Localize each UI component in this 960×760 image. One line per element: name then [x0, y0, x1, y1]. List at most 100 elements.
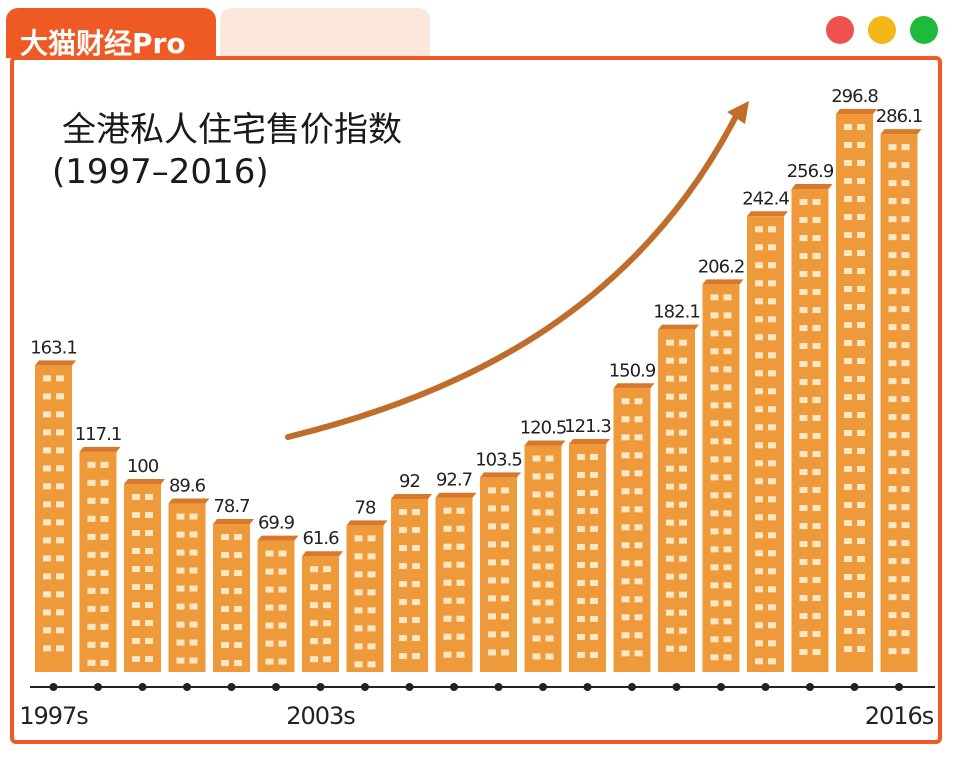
bar-window	[621, 416, 630, 423]
bar-window	[857, 232, 865, 239]
bar-window	[666, 357, 674, 364]
bar-window	[857, 124, 865, 131]
bar-window	[87, 551, 96, 558]
bar-window	[799, 631, 808, 638]
bar-window	[812, 307, 821, 314]
bar-window	[666, 501, 674, 508]
bar-window	[87, 659, 96, 666]
bar-window	[888, 450, 897, 457]
bar-window	[189, 621, 198, 628]
bar-2007	[480, 472, 521, 672]
bar-window	[412, 581, 420, 588]
bar-window	[43, 627, 51, 634]
bar-window	[755, 658, 763, 665]
bar-window	[666, 609, 674, 616]
x-tick-label: 2016s	[865, 702, 934, 730]
minimize-dot-icon[interactable]	[868, 16, 896, 44]
bar-window	[590, 543, 598, 550]
bar-window	[755, 586, 763, 593]
bar-window	[590, 561, 598, 568]
bar-window	[145, 566, 153, 572]
bar-window	[145, 494, 153, 500]
bar-window	[755, 568, 763, 575]
bar-window	[56, 537, 64, 544]
bar-window	[100, 605, 109, 612]
bar-window	[634, 614, 643, 621]
bar-window	[768, 442, 776, 449]
bar-window	[278, 640, 287, 647]
secondary-tab[interactable]	[220, 8, 430, 58]
bar-window	[132, 584, 140, 590]
bar-window	[621, 434, 630, 441]
bar-window	[844, 160, 852, 167]
bar-window	[679, 447, 687, 454]
bar-window	[901, 612, 910, 619]
bar-window	[354, 661, 363, 668]
bar-window	[100, 551, 109, 558]
bar-window	[545, 527, 554, 534]
bar-window	[43, 375, 51, 382]
bar-window	[100, 533, 109, 540]
bar-window	[132, 548, 140, 554]
bar-window	[132, 602, 140, 608]
bar-window	[443, 651, 452, 658]
x-tick-label: 2003s	[286, 702, 355, 730]
bar-window	[857, 592, 865, 599]
bar-window	[679, 357, 687, 364]
bar-window	[888, 630, 897, 637]
bar-window	[666, 339, 674, 346]
bar-window	[399, 581, 407, 588]
bar-window	[145, 512, 153, 518]
bar-window	[634, 560, 643, 567]
bar-window	[488, 523, 496, 530]
bar-window	[710, 348, 719, 355]
bar-window	[710, 492, 719, 499]
bar-window	[577, 597, 585, 604]
bar-window	[755, 298, 763, 305]
close-dot-icon[interactable]	[826, 16, 854, 44]
bar-window	[621, 632, 630, 639]
bar-window	[755, 226, 763, 233]
bar-window	[799, 505, 808, 512]
bar-window	[621, 596, 630, 603]
bar-window	[844, 628, 852, 635]
bar-roof	[79, 446, 121, 452]
value-label: 150.9	[609, 360, 656, 381]
bar-window	[590, 489, 598, 496]
bar-window	[545, 545, 554, 552]
bar-window	[577, 543, 585, 550]
bar-body	[213, 524, 250, 672]
bar-window	[545, 617, 554, 624]
bar-roof	[168, 498, 210, 504]
bar-window	[723, 348, 732, 355]
bar-window	[901, 594, 910, 601]
bar-window	[768, 586, 776, 593]
bar-window	[844, 412, 852, 419]
bar-window	[621, 506, 630, 513]
bar-2008	[524, 440, 566, 672]
bar-window	[710, 294, 719, 301]
bar-window	[412, 545, 420, 552]
bar-window	[501, 487, 509, 494]
bar-window	[888, 144, 897, 151]
bar-window	[755, 460, 763, 467]
bar-window	[768, 262, 776, 269]
bar-window	[857, 214, 865, 221]
bar-window	[710, 474, 719, 481]
bar-window	[768, 460, 776, 467]
bar-window	[532, 527, 541, 534]
bar-window	[844, 574, 852, 581]
bar-window	[278, 658, 287, 665]
bar-body	[435, 497, 473, 672]
bar-window	[812, 451, 821, 458]
bar-window	[799, 649, 808, 656]
bar-window	[755, 514, 763, 521]
bar-window	[221, 552, 229, 559]
bar-window	[799, 415, 808, 422]
value-label: 163.1	[30, 337, 77, 358]
bar-window	[176, 585, 185, 592]
maximize-dot-icon[interactable]	[910, 16, 938, 44]
bar-window	[799, 361, 808, 368]
bar-window	[621, 524, 630, 531]
bar-window	[532, 509, 541, 516]
